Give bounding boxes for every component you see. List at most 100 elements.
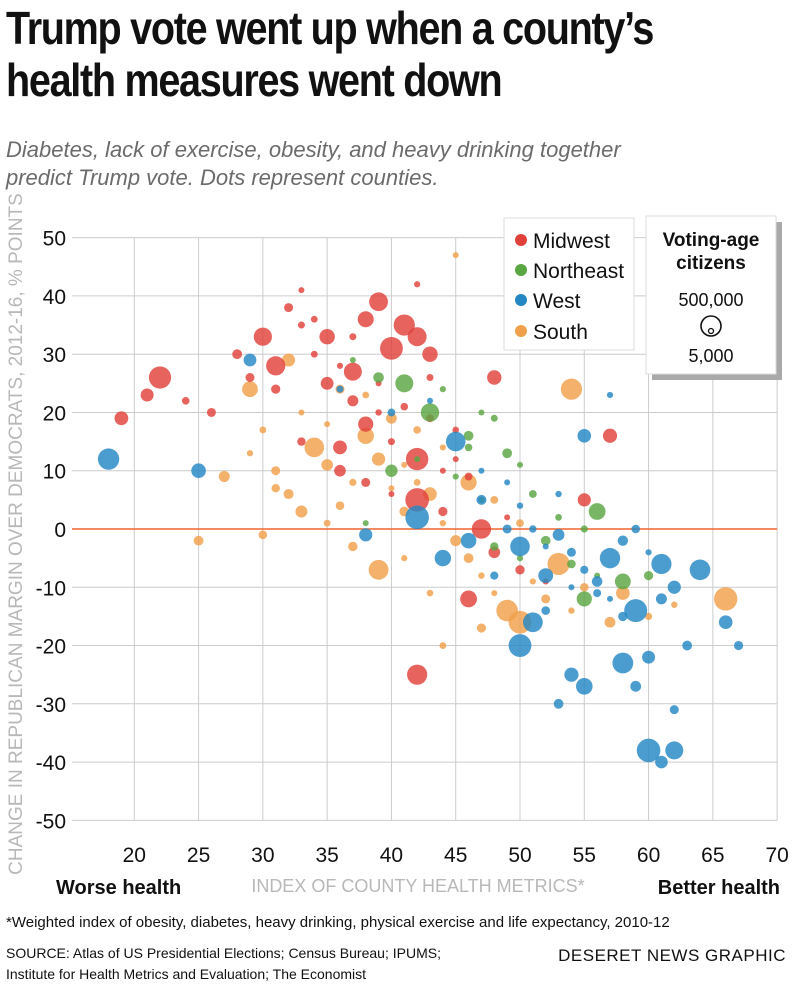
county-dot-west [606,391,614,399]
county-dot-west [97,448,120,470]
county-dot-northeast [420,403,440,422]
county-dot-south [349,478,357,486]
county-dot-west [460,532,477,549]
size-legend-large-label: 500,000 [678,290,743,310]
y-tick-label: -40 [36,752,66,775]
county-dot-northeast [490,414,498,422]
county-dot-midwest [452,426,460,434]
county-dot-south [368,559,389,580]
county-dot-south [452,252,459,259]
y-tick-label: -30 [36,694,66,717]
county-dot-midwest [393,314,415,336]
county-dot-northeast [540,535,551,546]
county-dot-south [604,616,616,628]
county-dot-midwest [310,350,318,358]
x-axis-label: INDEX OF COUNTY HEALTH METRICS* [251,876,584,896]
x-tick-label: 20 [123,844,146,867]
county-dot-south [348,541,358,552]
county-dot-west [508,634,532,657]
x-tick-label: 55 [573,844,596,867]
county-dot-west [655,593,667,605]
county-dot-midwest [387,438,395,446]
county-dot-midwest [140,388,154,402]
legend-label-west: West [533,290,581,313]
worse-health-label: Worse health [56,877,181,899]
county-dot-west [387,408,396,417]
county-dot-west [624,599,648,623]
county-dot-west [568,584,575,591]
county-dot-south [579,582,589,592]
county-dot-west [553,698,564,709]
county-dot-northeast [643,571,654,581]
county-dot-west [522,612,543,633]
county-dot-west [651,553,672,575]
county-dot-midwest [297,321,305,329]
county-dot-west [541,606,551,615]
county-dot-west [478,467,485,474]
county-dot-midwest [310,315,318,323]
county-dot-west [427,397,433,404]
county-dot-south [259,426,267,434]
county-dot-northeast [555,513,562,521]
county-dot-midwest [439,467,446,474]
county-dot-south [271,466,281,476]
county-dot-midwest [347,395,359,407]
size-legend-small-label: 5,000 [688,346,733,366]
county-dot-midwest [343,362,362,381]
county-dot-midwest [297,437,306,446]
county-dot-west [580,565,589,574]
county-dot-midwest [349,333,357,341]
county-dot-west [655,755,668,769]
legend-label-northeast: Northeast [533,260,624,283]
county-dot-south [298,409,305,416]
county-dot-midwest [422,346,438,362]
county-dot-south [357,427,374,444]
county-dot-south [529,578,536,585]
y-axis-label: CHANGE IN REPUBLICAN MARGIN OVER DEMOCRA… [6,193,27,875]
source-line-2: Institute for Health Metrics and Evaluat… [6,966,367,982]
county-dot-midwest [438,506,448,517]
county-dot-northeast [502,448,513,459]
county-dot-midwest [400,402,409,411]
county-dot-west [434,549,452,567]
size-legend-title-1: Voting-age [663,230,760,251]
credit: DESERET NEWS GRAPHIC [558,946,786,965]
county-dot-south [386,412,397,424]
county-dot-midwest [464,472,473,481]
county-dot-south [323,519,331,527]
county-dot-west [682,640,693,651]
county-dot-south [283,489,294,500]
county-dot-south [450,535,462,547]
county-dot-midwest [358,416,374,432]
county-dot-west [618,611,628,622]
title-line-1: Trump vote went up when a county’s [6,2,654,54]
county-dot-midwest [181,397,190,405]
size-legend-small-circle [707,327,715,335]
county-dot-midwest [319,329,335,345]
axis-ticks: 20 25 30 35 40 45 50 55 60 65 70 50 40 30 20 10 0 -10 -20 -… [36,228,789,867]
county-dot-west [636,738,661,763]
county-dot-south [324,421,331,428]
subtitle: Diabetes, lack of exercise, obesity, and… [6,136,796,192]
county-dot-midwest [487,370,502,385]
county-dot-south [295,505,308,518]
county-dot-south [193,535,204,546]
x-tick-label: 25 [187,844,210,867]
county-dots [97,252,744,769]
county-dot-west [243,353,257,367]
county-dot-midwest [336,362,344,369]
county-dot-west [617,535,629,546]
county-dot-northeast [385,464,398,477]
county-dot-west [516,502,524,509]
county-dot-west [599,547,621,569]
county-dot-northeast [580,525,588,533]
county-dot-south [413,426,421,434]
county-dot-south [491,590,498,597]
county-dot-west [552,528,565,541]
county-dot-west [502,524,512,534]
county-dot-south [282,353,296,367]
county-dot-northeast [517,461,523,468]
county-dot-south [439,444,446,451]
county-dot-midwest [320,376,334,390]
county-dot-northeast [490,542,499,551]
